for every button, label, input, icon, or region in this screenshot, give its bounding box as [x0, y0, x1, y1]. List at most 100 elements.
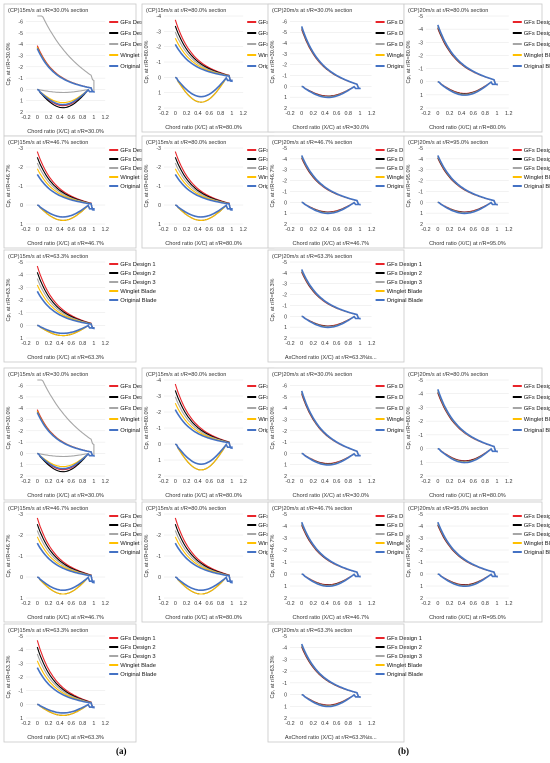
x-tick-label: 0.2	[183, 479, 191, 485]
y-tick-label: 0	[284, 84, 287, 90]
x-tick-label: 0.8	[345, 227, 353, 233]
legend-label: GFs Design 1	[524, 148, 550, 154]
chart-frame	[3, 249, 137, 363]
legend-label: Winglet Blade	[524, 417, 550, 423]
y-tick-label: -2	[418, 53, 423, 59]
x-tick-label: 0.6	[470, 227, 478, 233]
legend-label: GFs Design 2	[120, 645, 155, 651]
legend-label: GFs Design 3	[120, 654, 155, 660]
y-tick-label: -3	[18, 146, 23, 152]
x-tick-label: 0.8	[79, 341, 87, 347]
x-tick-label: 0	[174, 111, 177, 117]
legend-label: GFs Design 3	[524, 42, 550, 48]
x-tick-label: 0.4	[321, 721, 329, 727]
y-tick-label: -2	[18, 65, 23, 71]
y-tick-label: -2	[282, 179, 287, 185]
x-tick-label: 1.2	[239, 601, 247, 607]
y-axis-label: Cp, at r/R=80.0%	[144, 406, 150, 449]
y-axis-label: Cp, at r/R=46.7%	[270, 164, 276, 207]
x-tick-label: 1	[92, 479, 95, 485]
y-tick-label: -4	[282, 41, 287, 47]
x-tick-label: 1.2	[505, 601, 513, 607]
x-tick-label: 0.4	[194, 601, 202, 607]
legend-label: GFs Design 3	[387, 654, 422, 660]
y-tick-label: 1	[158, 458, 161, 464]
y-tick-label: -4	[156, 378, 161, 384]
x-tick-label: 0.4	[458, 227, 466, 233]
y-tick-label: -2	[418, 419, 423, 425]
y-tick-label: -2	[282, 293, 287, 299]
x-tick-label: -0.2	[421, 479, 430, 485]
x-tick-label: 0.8	[481, 601, 489, 607]
x-tick-label: 0	[36, 341, 39, 347]
legend-label: Winglet Blade	[120, 53, 156, 59]
x-tick-label: 0.2	[45, 227, 53, 233]
y-tick-label: -6	[18, 384, 23, 390]
y-tick-label: 2	[20, 474, 23, 480]
x-tick-label: 0.8	[481, 111, 489, 117]
y-axis-label: Cp, at r/R=46.7%	[6, 534, 12, 577]
x-tick-label: -0.2	[421, 111, 430, 117]
x-tick-label: 0.2	[310, 227, 318, 233]
x-tick-label: 1	[92, 115, 95, 121]
legend-label: GFs Design 2	[524, 395, 550, 401]
chart-title: (CP)15m/s at r/R=80.0% section	[146, 506, 226, 512]
chart-panel: -5 -4 -3 -2 -1 0 1 2-0.2 0 0.2 0.4 0.6 0.8 1 1.2 (CP)20…	[403, 135, 550, 249]
y-tick-label: -4	[18, 42, 23, 48]
x-axis-label: Chord ratio (X/C) at r/R=46.7%	[27, 615, 104, 621]
y-tick-label: -5	[18, 634, 23, 640]
x-tick-label: 0.2	[446, 111, 454, 117]
y-axis-label: Cp, at r/R=30.0%	[6, 406, 12, 449]
x-tick-label: 0	[36, 601, 39, 607]
y-tick-label: -5	[282, 146, 287, 152]
legend-label: GFs Design 1	[387, 262, 422, 268]
x-axis-label: Chord ratio (X/C) at r/R=80.0%	[429, 493, 506, 499]
legend-label: GFs Design 2	[120, 523, 155, 529]
x-tick-label: -0.2	[21, 479, 30, 485]
x-tick-label: -0.2	[21, 115, 30, 121]
y-tick-label: -1	[418, 560, 423, 566]
x-tick-label: 0	[300, 341, 303, 347]
y-tick-label: -2	[18, 675, 23, 681]
y-tick-label: -6	[282, 19, 287, 25]
x-tick-label: -0.2	[285, 721, 294, 727]
y-tick-label: -4	[18, 648, 23, 654]
x-tick-label: 0.6	[333, 111, 341, 117]
y-tick-label: 1	[284, 211, 287, 217]
y-tick-label: -3	[418, 405, 423, 411]
y-tick-label: -5	[282, 634, 287, 640]
y-tick-label: 0	[420, 80, 423, 86]
x-tick-label: 0.2	[310, 111, 318, 117]
chart-frame	[267, 249, 405, 363]
legend-label: GFs Design 2	[120, 157, 155, 163]
x-tick-label: 0.6	[470, 111, 478, 117]
y-tick-label: -3	[418, 40, 423, 46]
series-line	[36, 412, 95, 470]
chart-frame	[3, 3, 137, 137]
x-tick-label: 0.2	[45, 721, 53, 727]
x-tick-label: 0.6	[68, 227, 76, 233]
x-tick-label: 0.8	[481, 479, 489, 485]
y-tick-label: -2	[18, 298, 23, 304]
y-tick-label: -5	[18, 395, 23, 401]
y-tick-label: 1	[420, 211, 423, 217]
legend-label: GFs Design 2	[387, 645, 422, 651]
y-tick-label: -3	[282, 168, 287, 174]
legend-label: GFs Design 3	[120, 42, 155, 48]
y-tick-label: 2	[284, 474, 287, 480]
x-tick-label: 1.2	[101, 479, 109, 485]
y-tick-label: 1	[420, 460, 423, 466]
legend-label: GFs Design 2	[524, 31, 550, 37]
x-tick-label: 0.4	[56, 341, 64, 347]
x-tick-label: 0.4	[194, 227, 202, 233]
y-tick-label: 0	[420, 572, 423, 578]
x-tick-label: -0.2	[21, 601, 30, 607]
x-tick-label: 1	[230, 601, 233, 607]
x-tick-label: 1	[358, 601, 361, 607]
y-tick-label: -4	[418, 157, 423, 163]
y-tick-label: 0	[158, 442, 161, 448]
x-tick-label: 0.4	[194, 111, 202, 117]
legend-label: GFs Design 2	[524, 523, 550, 529]
x-tick-label: 0.4	[458, 601, 466, 607]
x-tick-label: -0.2	[159, 479, 168, 485]
